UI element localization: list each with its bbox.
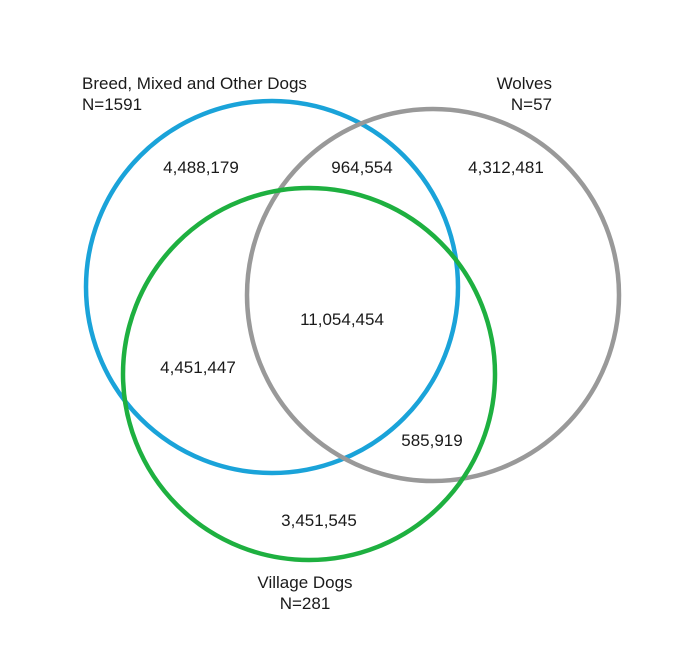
wolves-count: N=57	[511, 95, 552, 114]
all-three-value: 11,054,454	[300, 310, 384, 329]
village-dogs-label: Village Dogs	[257, 573, 352, 592]
breed-dogs-count: N=1591	[82, 95, 142, 114]
wolves-circle	[244, 106, 622, 484]
breed-village-value: 4,451,447	[160, 358, 236, 377]
wolves-label: Wolves	[497, 74, 552, 93]
village-only-value: 3,451,545	[281, 511, 357, 530]
breed-only-value: 4,488,179	[163, 158, 239, 177]
village-dogs-circle	[120, 185, 498, 563]
breed-dogs-circle	[83, 98, 461, 476]
village-dogs-count: N=281	[280, 594, 331, 613]
breed-dogs-label: Breed, Mixed and Other Dogs	[82, 74, 307, 93]
breed-wolves-value: 964,554	[331, 158, 392, 177]
wolves-village-value: 585,919	[401, 431, 462, 450]
wolves-only-value: 4,312,481	[468, 158, 544, 177]
